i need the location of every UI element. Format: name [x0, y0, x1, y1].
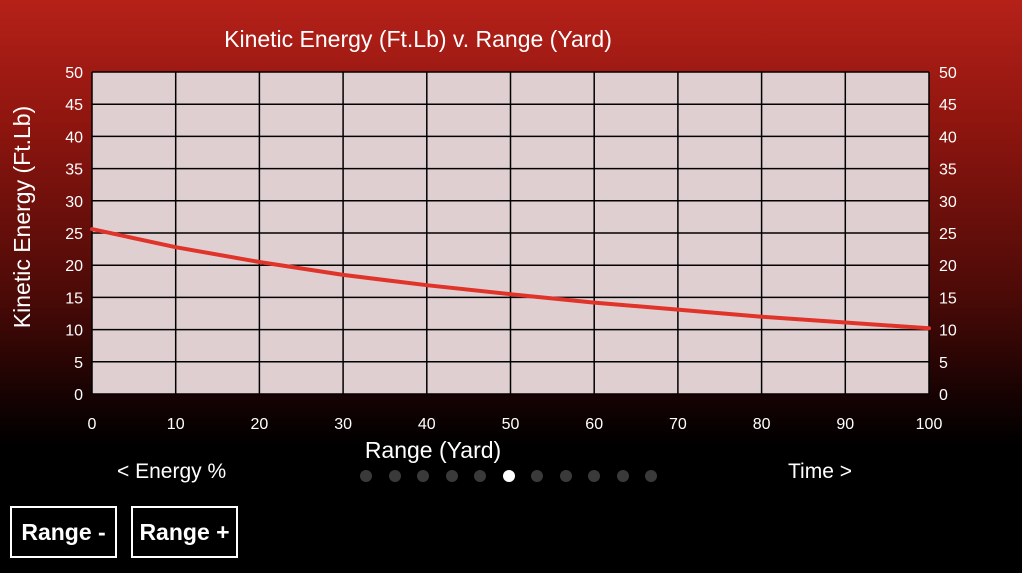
x-tick-label: 80 — [753, 416, 771, 433]
y-tick-label-left: 5 — [74, 355, 83, 372]
chart: Kinetic Energy (Ft.Lb) v. Range (Yard) 0… — [9, 26, 957, 463]
x-tick-label: 40 — [418, 416, 436, 433]
page-dot[interactable] — [360, 470, 372, 482]
page-dot[interactable] — [588, 470, 600, 482]
y-tick-label-left: 45 — [65, 97, 83, 114]
y-tick-label-right: 20 — [939, 258, 957, 275]
y-tick-label-right: 5 — [939, 355, 948, 372]
energy-line — [90, 227, 931, 331]
x-axis-title: Range (Yard) — [365, 437, 501, 463]
y-tick-label-left: 30 — [65, 194, 83, 211]
page-indicator — [360, 470, 674, 482]
x-tick-label: 30 — [334, 416, 352, 433]
y-axis-title: Kinetic Energy (Ft.Lb) — [9, 106, 35, 328]
x-tick-label: 50 — [502, 416, 520, 433]
x-tick-label: 0 — [88, 416, 97, 433]
y-tick-label-right: 35 — [939, 162, 957, 179]
range-minus-button[interactable]: Range - — [10, 506, 117, 558]
chart-title: Kinetic Energy (Ft.Lb) v. Range (Yard) — [224, 26, 612, 52]
x-tick-label: 60 — [585, 416, 603, 433]
page-dot-active[interactable] — [502, 470, 515, 482]
y-tick-label-left: 0 — [74, 387, 83, 404]
page-dot[interactable] — [616, 470, 629, 482]
page-dot[interactable] — [417, 470, 429, 482]
page-dot[interactable] — [559, 470, 572, 482]
page-dot[interactable] — [474, 470, 486, 482]
y-tick-label-right: 40 — [939, 129, 957, 146]
y-tick-label-left: 10 — [65, 323, 83, 340]
page-dot[interactable] — [388, 470, 401, 482]
y-tick-label-right: 45 — [939, 97, 957, 114]
y-tick-label-right: 10 — [939, 323, 957, 340]
y-tick-label-right: 15 — [939, 290, 957, 307]
y-tick-label-left: 35 — [65, 162, 83, 179]
x-tick-label: 70 — [669, 416, 687, 433]
y-tick-label-right: 30 — [939, 194, 957, 211]
y-tick-label-left: 20 — [65, 258, 83, 275]
previous-chart-link[interactable]: < Energy % — [117, 460, 227, 483]
y-tick-label-left: 50 — [65, 65, 83, 82]
x-tick-label: 10 — [167, 416, 185, 433]
y-tick-label-right: 50 — [939, 65, 957, 82]
y-tick-label-left: 25 — [65, 226, 83, 243]
page-dot[interactable] — [445, 470, 458, 482]
x-tick-label: 100 — [916, 416, 943, 433]
x-tick-label: 20 — [251, 416, 269, 433]
y-tick-label-right: 0 — [939, 387, 948, 404]
range-plus-button[interactable]: Range + — [131, 506, 238, 558]
page-dot[interactable] — [645, 470, 657, 482]
y-tick-label-left: 40 — [65, 129, 83, 146]
y-tick-label-left: 15 — [65, 290, 83, 307]
page-dot[interactable] — [531, 470, 543, 482]
y-tick-label-right: 25 — [939, 226, 957, 243]
next-chart-link[interactable]: Time > — [788, 460, 852, 483]
x-tick-label: 90 — [836, 416, 854, 433]
